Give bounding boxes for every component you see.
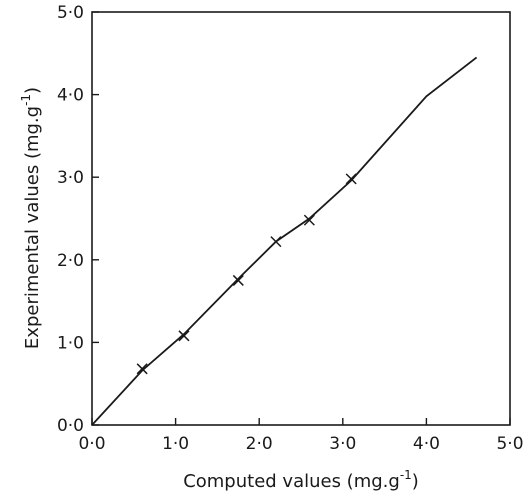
fit-line (91, 56, 478, 426)
data-point-marker (270, 236, 282, 248)
ticks-group (91, 11, 511, 426)
plot-frame (91, 11, 511, 426)
data-point-marker (136, 363, 148, 375)
data-point-marker (232, 274, 244, 286)
x-tick-label: 4·0 (413, 434, 440, 454)
data-point-marker (303, 214, 315, 226)
y-tick-label: 4·0 (57, 86, 84, 106)
data-point-marker (178, 330, 190, 342)
x-tick-label: 1·0 (162, 434, 189, 454)
y-tick-label: 3·0 (57, 168, 84, 188)
y-tick-label: 5·0 (57, 3, 84, 23)
x-tick-label: 3·0 (329, 434, 356, 454)
x-tick-label: 5·0 (496, 434, 523, 454)
y-tick-labels: 0·0 1·0 2·0 3·0 4·0 5·0 (57, 3, 84, 436)
y-tick-label: 1·0 (57, 333, 84, 353)
x-tick-label: 0·0 (78, 434, 105, 454)
x-tick-labels: 0·0 1·0 2·0 3·0 4·0 5·0 (78, 434, 523, 454)
y-axis-title: Experimental values (mg.g-1) (19, 87, 43, 349)
y-tick-label: 2·0 (57, 251, 84, 271)
x-tick-label: 2·0 (246, 434, 273, 454)
x-axis-title: Computed values (mg.g-1) (183, 468, 419, 492)
y-tick-label: 0·0 (57, 416, 84, 436)
data-markers (136, 173, 357, 375)
data-point-marker (345, 173, 357, 185)
